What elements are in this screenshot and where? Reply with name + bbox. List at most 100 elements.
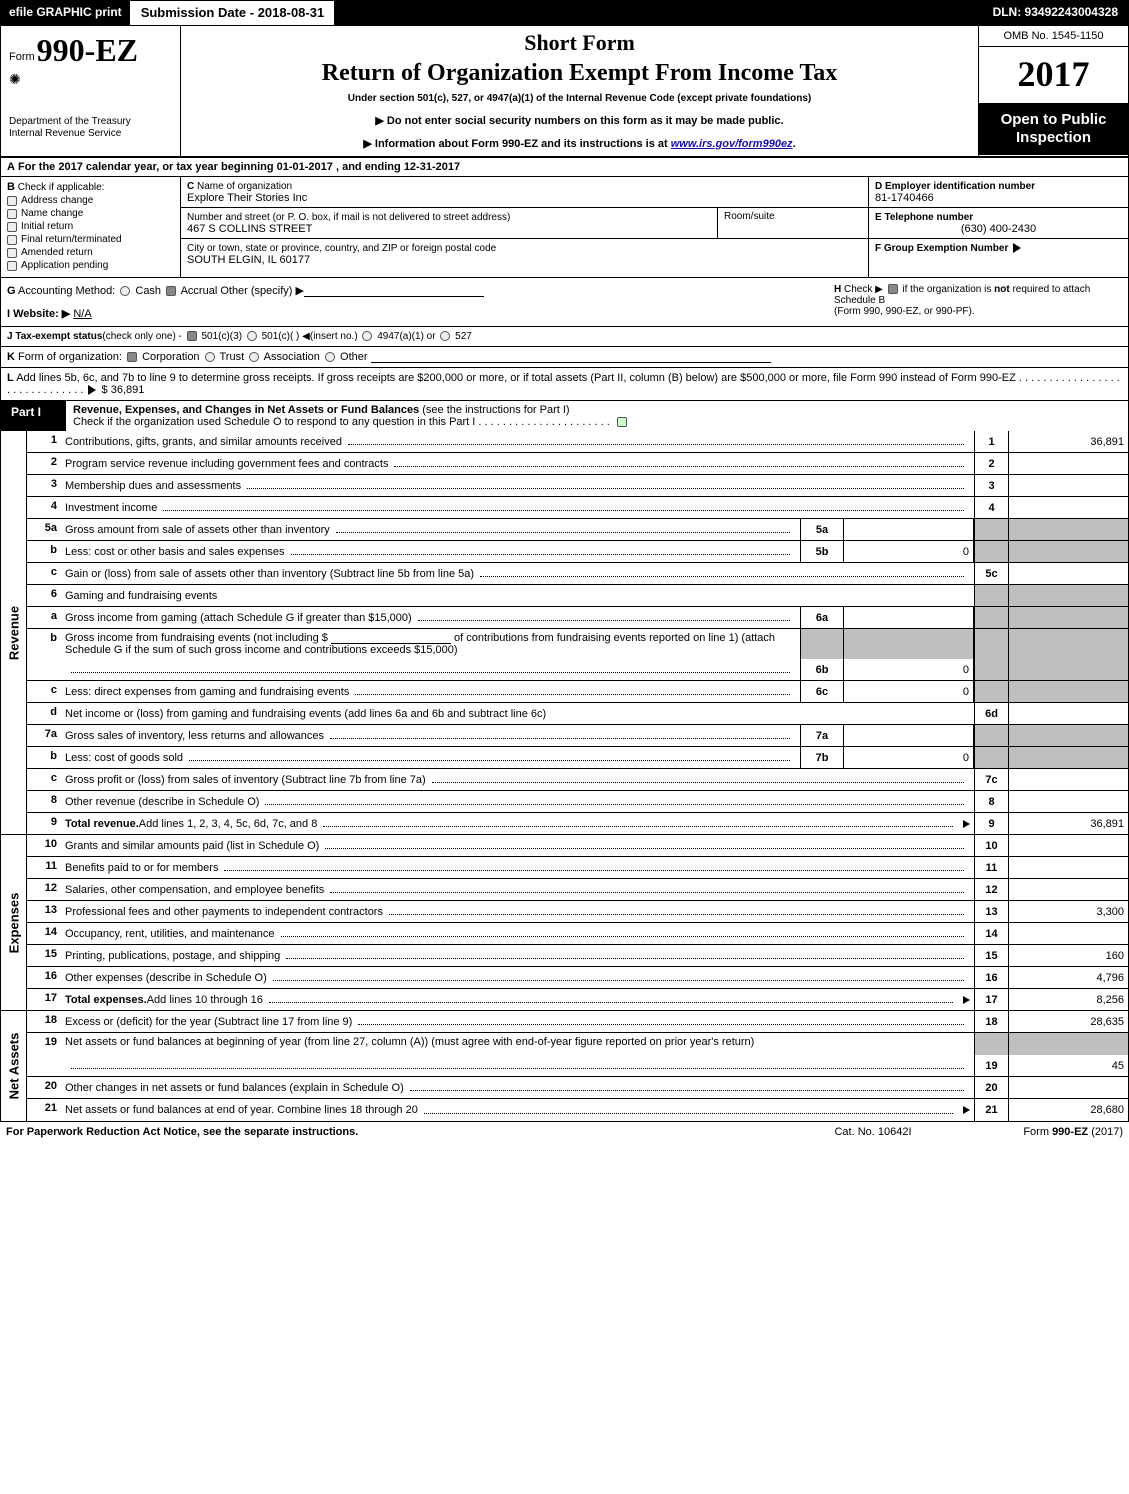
worksheet: Revenue 1 Contributions, gifts, grants, … bbox=[0, 431, 1129, 1121]
right-line-no: 12 bbox=[974, 879, 1008, 900]
inner-value: 0 bbox=[844, 747, 974, 768]
name-sub: Name of organization bbox=[197, 181, 292, 192]
line-3: 3 Membership dues and assessments 3 bbox=[27, 475, 1128, 497]
k-o4: Other bbox=[340, 351, 368, 363]
irs-form990ez-link[interactable]: www.irs.gov/form990ez bbox=[671, 138, 793, 150]
chk-501c[interactable] bbox=[247, 331, 257, 341]
line-desc-bold: Total expenses. bbox=[65, 994, 147, 1006]
part-i-tag: Part I bbox=[1, 401, 67, 431]
line-10: 10 Grants and similar amounts paid (list… bbox=[27, 835, 1128, 857]
right-line-no bbox=[974, 681, 1008, 702]
dept-line2: Internal Revenue Service bbox=[9, 128, 172, 140]
inner-value bbox=[844, 607, 974, 628]
rowA-mid: , and ending bbox=[336, 161, 404, 173]
inner-line-no bbox=[800, 629, 844, 659]
line-number: d bbox=[27, 703, 61, 724]
line-21: 21 Net assets or fund balances at end of… bbox=[27, 1099, 1128, 1121]
dept-line1: Department of the Treasury bbox=[9, 116, 172, 128]
other-specify-input[interactable] bbox=[304, 296, 484, 297]
right-line-no: 11 bbox=[974, 857, 1008, 878]
line-11: 11 Benefits paid to or for members 11 bbox=[27, 857, 1128, 879]
right-line-no: 13 bbox=[974, 901, 1008, 922]
chk-label: Final return/terminated bbox=[21, 234, 122, 245]
chk-initial-return[interactable]: Initial return bbox=[7, 221, 174, 232]
inner-value bbox=[844, 629, 974, 659]
line-desc: Printing, publications, postage, and shi… bbox=[65, 950, 280, 962]
j-o3: 4947(a)(1) or bbox=[377, 331, 435, 342]
right-value bbox=[1008, 1033, 1128, 1055]
line-number: 11 bbox=[27, 857, 61, 878]
short-form-title: Short Form bbox=[191, 30, 968, 56]
label-a: A bbox=[7, 161, 15, 173]
line-number: 6 bbox=[27, 585, 61, 606]
line-number: 20 bbox=[27, 1077, 61, 1098]
line-desc2: Add lines 1, 2, 3, 4, 5c, 6d, 7c, and 8 bbox=[139, 818, 318, 830]
line-desc: Professional fees and other payments to … bbox=[65, 906, 383, 918]
chk-final-return[interactable]: Final return/terminated bbox=[7, 234, 174, 245]
chk-4947[interactable] bbox=[362, 331, 372, 341]
chk-corporation[interactable] bbox=[127, 352, 137, 362]
part-i-header: Part I Revenue, Expenses, and Changes in… bbox=[0, 401, 1129, 431]
line-number: c bbox=[27, 563, 61, 584]
chk-label: Amended return bbox=[21, 247, 93, 258]
l-text: Add lines 5b, 6c, and 7b to line 9 to de… bbox=[16, 372, 1016, 384]
line-number: 4 bbox=[27, 497, 61, 518]
opt-other: Other (specify) ▶ bbox=[220, 285, 304, 297]
line-19-top: 19 Net assets or fund balances at beginn… bbox=[27, 1033, 1128, 1055]
h-text4: (Form 990, 990-EZ, or 990-PF). bbox=[834, 306, 975, 317]
chk-address-change[interactable]: Address change bbox=[7, 195, 174, 206]
treasury-seal-icon: ✺ bbox=[9, 71, 172, 88]
line-desc: Net assets or fund balances at beginning… bbox=[65, 1036, 754, 1048]
chk-association[interactable] bbox=[249, 352, 259, 362]
inner-value: 0 bbox=[844, 681, 974, 702]
right-value bbox=[1008, 541, 1128, 562]
k-o3: Association bbox=[264, 351, 320, 363]
label-f-group: F Group Exemption Number bbox=[875, 243, 1008, 254]
chk-501c3[interactable] bbox=[187, 331, 197, 341]
right-line-no: 8 bbox=[974, 791, 1008, 812]
right-value bbox=[1008, 659, 1128, 680]
line-7b: b Less: cost of goods sold 7b 0 bbox=[27, 747, 1128, 769]
chk-amended-return[interactable]: Amended return bbox=[7, 247, 174, 258]
form-footer-label: Form 990-EZ (2017) bbox=[963, 1126, 1123, 1138]
chk-other-org[interactable] bbox=[325, 352, 335, 362]
line-number: 21 bbox=[27, 1099, 61, 1121]
row-g-accounting: G Accounting Method: Cash Accrual Other … bbox=[1, 278, 828, 326]
right-value bbox=[1008, 835, 1128, 856]
gross-receipts-amount: $ 36,891 bbox=[102, 384, 145, 396]
radio-cash[interactable] bbox=[120, 286, 130, 296]
topbar-spacer bbox=[335, 1, 982, 25]
chk-application-pending[interactable]: Application pending bbox=[7, 260, 174, 271]
checkbox-icon bbox=[7, 196, 17, 206]
paperwork-notice: For Paperwork Reduction Act Notice, see … bbox=[6, 1126, 783, 1138]
right-value bbox=[1008, 475, 1128, 496]
tax-year-end: 12-31-2017 bbox=[404, 161, 460, 173]
right-line-no: 2 bbox=[974, 453, 1008, 474]
right-line-no: 10 bbox=[974, 835, 1008, 856]
j-o1: 501(c)(3) bbox=[201, 331, 242, 342]
schedule-o-checkbox[interactable] bbox=[617, 417, 627, 427]
efile-print-button[interactable]: efile GRAPHIC print bbox=[1, 1, 131, 25]
line-desc: Gross sales of inventory, less returns a… bbox=[65, 730, 324, 742]
chk-527[interactable] bbox=[440, 331, 450, 341]
line-number: 15 bbox=[27, 945, 61, 966]
label-j: J Tax-exempt status bbox=[7, 331, 102, 342]
line-20: 20 Other changes in net assets or fund b… bbox=[27, 1077, 1128, 1099]
radio-accrual-checked[interactable] bbox=[166, 286, 176, 296]
row-k-form-of-org: K Form of organization: Corporation Trus… bbox=[0, 347, 1129, 368]
line-number: b bbox=[27, 747, 61, 768]
other-org-input[interactable] bbox=[371, 362, 771, 363]
line-number: b bbox=[27, 629, 61, 659]
line-desc: Gross amount from sale of assets other t… bbox=[65, 524, 330, 536]
right-value bbox=[1008, 1077, 1128, 1098]
line-number: 2 bbox=[27, 453, 61, 474]
right-value: 3,300 bbox=[1008, 901, 1128, 922]
right-line-no bbox=[974, 725, 1008, 746]
chk-trust[interactable] bbox=[205, 352, 215, 362]
right-value bbox=[1008, 497, 1128, 518]
chk-name-change[interactable]: Name change bbox=[7, 208, 174, 219]
h-checkbox[interactable] bbox=[888, 284, 898, 294]
h-not: not bbox=[994, 284, 1010, 295]
line-desc: Less: cost or other basis and sales expe… bbox=[65, 546, 285, 558]
right-line-no bbox=[974, 585, 1008, 606]
